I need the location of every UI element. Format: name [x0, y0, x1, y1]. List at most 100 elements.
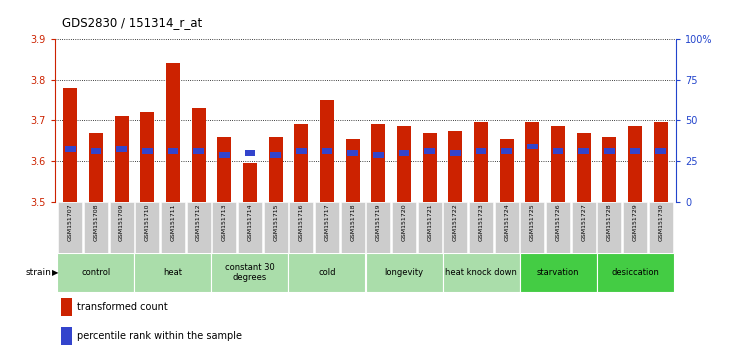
Text: GSM151727: GSM151727: [581, 203, 586, 241]
Bar: [58, 253, 135, 292]
Bar: [417, 202, 442, 253]
Bar: [135, 202, 159, 253]
Bar: [63, 88, 77, 202]
Bar: [495, 202, 519, 253]
Text: GSM151715: GSM151715: [273, 203, 278, 241]
Bar: [628, 126, 642, 202]
Bar: [448, 131, 463, 202]
Bar: [61, 298, 72, 316]
Bar: [243, 163, 257, 202]
Bar: [423, 132, 436, 202]
Text: GSM151709: GSM151709: [119, 203, 124, 241]
Bar: [166, 63, 180, 202]
Bar: [84, 202, 108, 253]
Bar: [264, 202, 288, 253]
Text: GSM151719: GSM151719: [376, 203, 381, 241]
Text: GDS2830 / 151314_r_at: GDS2830 / 151314_r_at: [62, 16, 202, 29]
Bar: [320, 100, 334, 202]
Bar: [501, 148, 512, 154]
Bar: [296, 148, 306, 154]
Text: GSM151710: GSM151710: [145, 203, 150, 241]
Bar: [366, 253, 442, 292]
Bar: [546, 202, 570, 253]
Bar: [596, 253, 673, 292]
Bar: [341, 202, 365, 253]
Text: strain: strain: [26, 268, 51, 277]
Bar: [366, 202, 390, 253]
Bar: [520, 202, 545, 253]
Bar: [289, 202, 314, 253]
Text: GSM151724: GSM151724: [504, 203, 510, 241]
Bar: [526, 122, 539, 202]
Bar: [58, 202, 83, 253]
Bar: [91, 148, 101, 154]
Text: percentile rank within the sample: percentile rank within the sample: [77, 331, 241, 341]
Bar: [289, 253, 366, 292]
Bar: [597, 202, 621, 253]
Bar: [186, 202, 211, 253]
Text: constant 30
degrees: constant 30 degrees: [225, 263, 275, 282]
Bar: [577, 132, 591, 202]
Bar: [219, 152, 230, 158]
Bar: [135, 253, 211, 292]
Bar: [648, 202, 673, 253]
Bar: [527, 144, 538, 149]
Bar: [373, 152, 384, 158]
Bar: [551, 126, 565, 202]
Text: GSM151722: GSM151722: [453, 203, 458, 241]
Text: GSM151717: GSM151717: [325, 203, 330, 241]
Bar: [392, 202, 416, 253]
Bar: [322, 148, 333, 154]
Bar: [110, 202, 134, 253]
Text: GSM151729: GSM151729: [632, 203, 637, 241]
Bar: [656, 148, 666, 154]
Text: control: control: [81, 268, 110, 277]
Bar: [270, 152, 281, 158]
Bar: [140, 112, 154, 202]
Bar: [578, 148, 589, 154]
Text: GSM151714: GSM151714: [248, 203, 252, 241]
Bar: [450, 150, 461, 155]
Bar: [398, 150, 409, 155]
Text: desiccation: desiccation: [611, 268, 659, 277]
Text: longevity: longevity: [385, 268, 423, 277]
Bar: [65, 146, 75, 152]
Bar: [654, 122, 668, 202]
Bar: [212, 202, 236, 253]
Bar: [161, 202, 185, 253]
Bar: [553, 148, 564, 154]
Bar: [193, 148, 204, 154]
Text: GSM151716: GSM151716: [299, 203, 304, 241]
Text: GSM151712: GSM151712: [196, 203, 201, 241]
Text: GSM151730: GSM151730: [659, 203, 663, 241]
Text: GSM151720: GSM151720: [401, 203, 406, 241]
Text: GSM151726: GSM151726: [556, 203, 561, 241]
Bar: [347, 150, 358, 155]
Bar: [630, 148, 640, 154]
Bar: [245, 150, 255, 155]
Bar: [469, 202, 493, 253]
Bar: [116, 146, 127, 152]
Bar: [623, 202, 647, 253]
Text: GSM151728: GSM151728: [607, 203, 612, 241]
Bar: [346, 139, 360, 202]
Bar: [425, 148, 435, 154]
Text: GSM151708: GSM151708: [94, 203, 99, 241]
Bar: [89, 132, 103, 202]
Bar: [142, 148, 153, 154]
Text: GSM151713: GSM151713: [221, 203, 227, 241]
Bar: [115, 116, 129, 202]
Bar: [443, 202, 467, 253]
Bar: [397, 126, 411, 202]
Text: GSM151707: GSM151707: [68, 203, 72, 241]
Bar: [500, 139, 514, 202]
Bar: [371, 124, 385, 202]
Text: starvation: starvation: [537, 268, 579, 277]
Text: GSM151725: GSM151725: [530, 203, 535, 241]
Bar: [474, 122, 488, 202]
Bar: [604, 148, 615, 154]
Bar: [295, 124, 308, 202]
Bar: [476, 148, 486, 154]
Bar: [268, 137, 283, 202]
Bar: [520, 253, 596, 292]
